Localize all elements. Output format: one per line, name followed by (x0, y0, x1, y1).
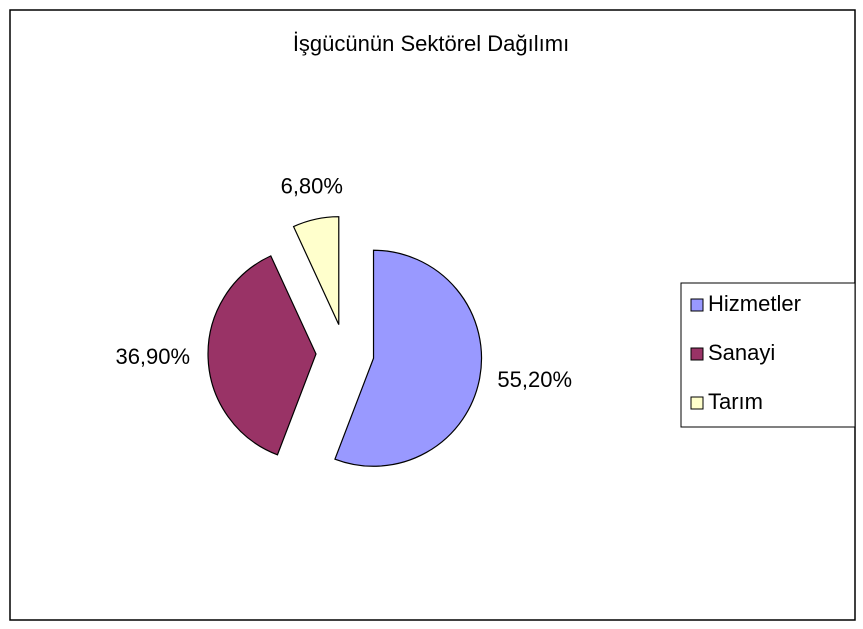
legend-swatch (690, 347, 704, 361)
data-label: 55,20% (497, 367, 572, 392)
legend-label: Sanayi (708, 340, 775, 365)
pie-slice (292, 216, 340, 325)
legend-box (680, 282, 856, 428)
pie-slice (334, 249, 483, 467)
chart-title: İşgücünün Sektörel Dağılımı (293, 31, 569, 56)
legend-label: Tarım (708, 389, 763, 414)
legend-swatch (690, 298, 704, 312)
legend-label: Hizmetler (708, 291, 801, 316)
data-label: 36,90% (115, 344, 190, 369)
data-label: 6,80% (281, 174, 343, 199)
legend-swatch (690, 396, 704, 410)
pie-slice (207, 255, 317, 456)
